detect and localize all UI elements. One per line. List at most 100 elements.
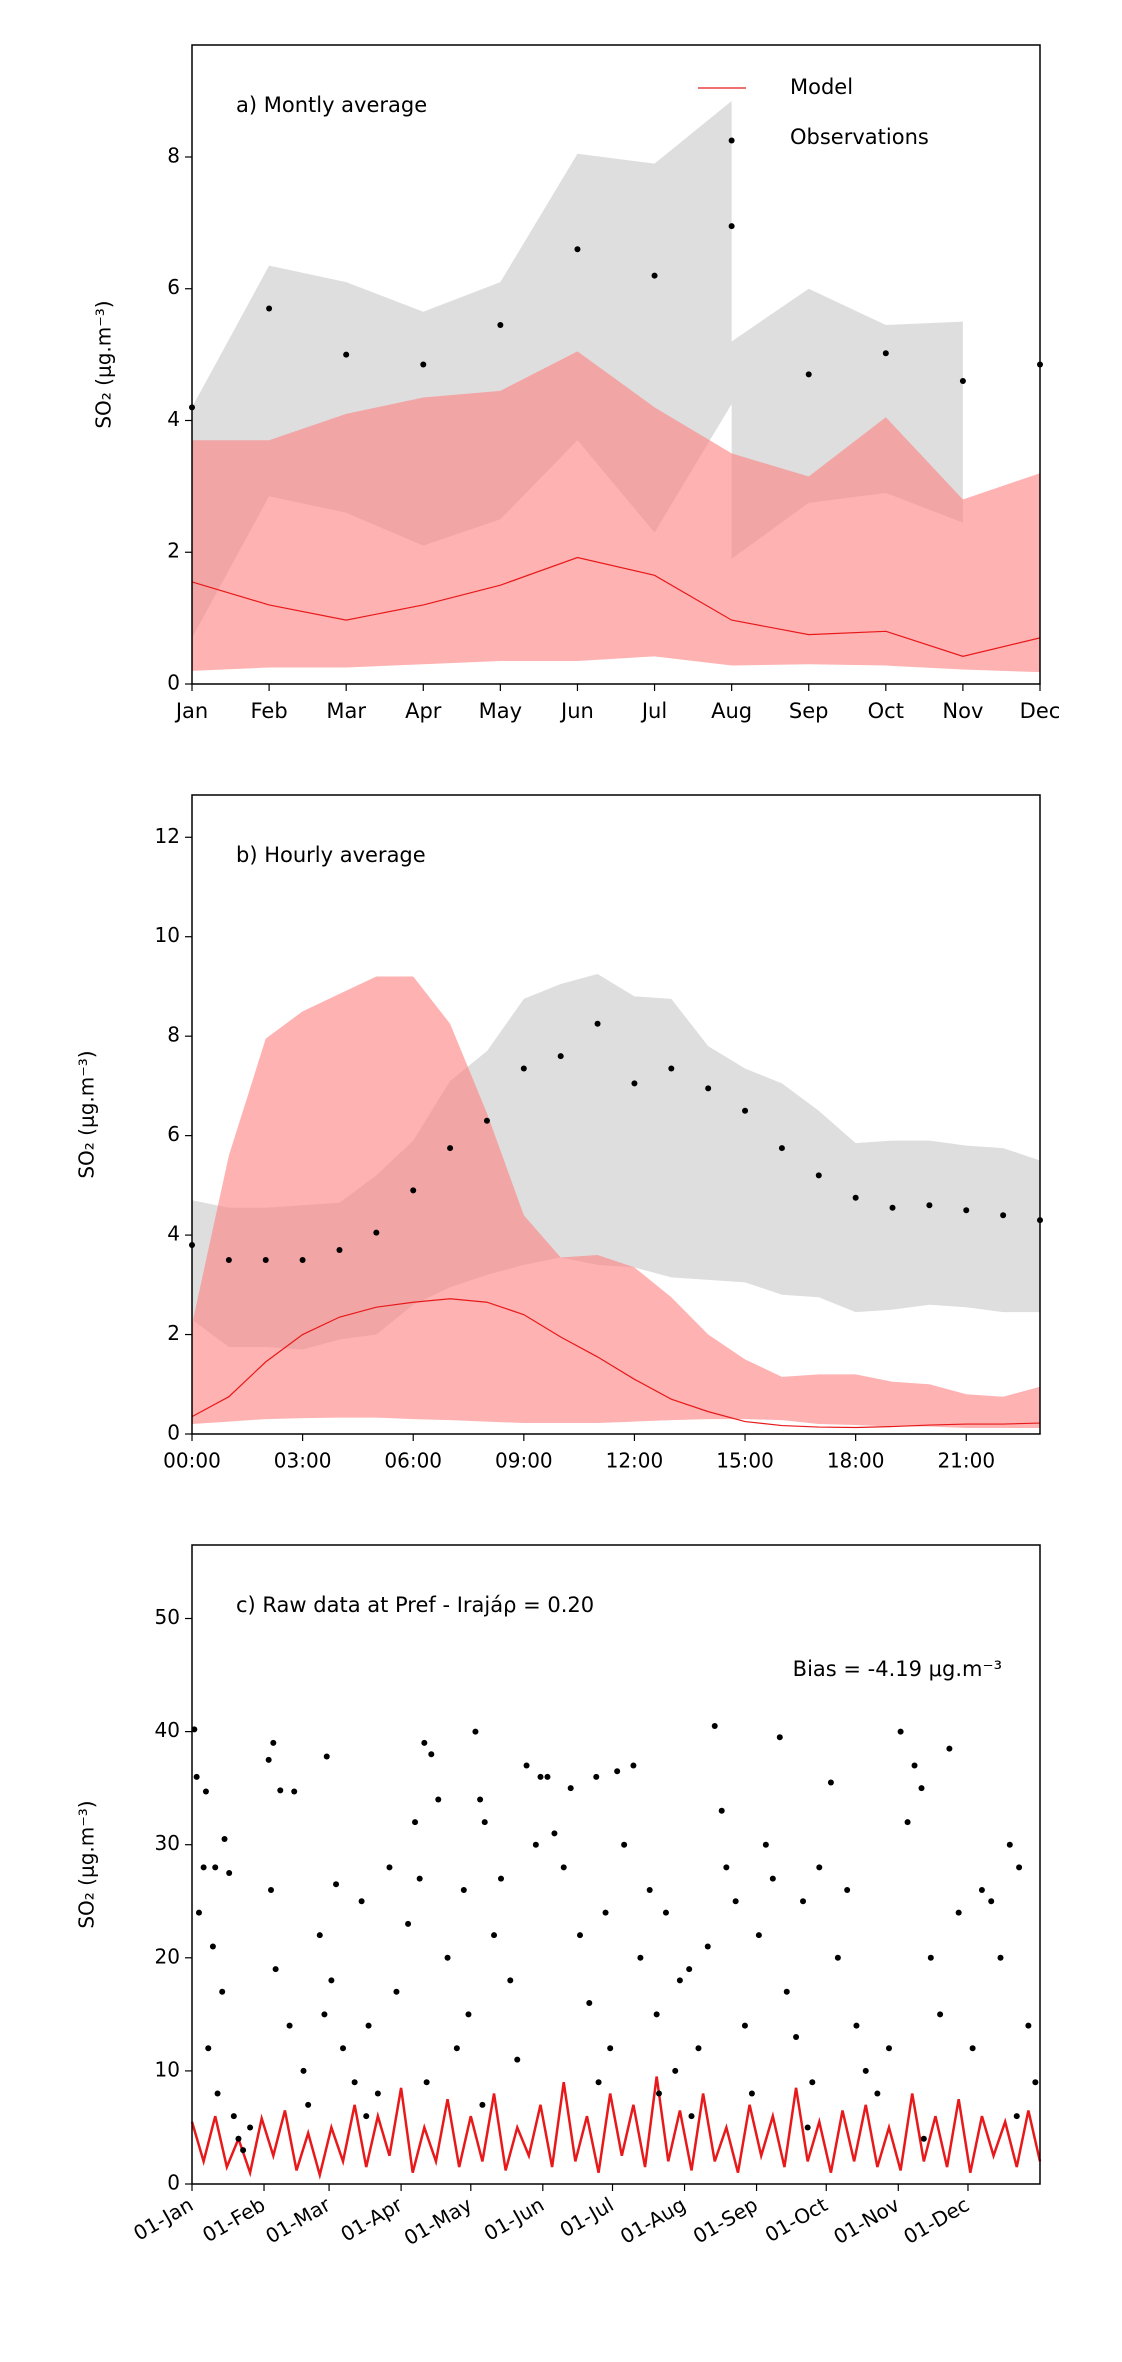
observation-point <box>672 2067 679 2074</box>
observation-point <box>333 1881 340 1888</box>
observation-point <box>874 2090 881 2097</box>
observation-point <box>711 1722 718 1729</box>
observation-point <box>247 2124 254 2131</box>
observation-point <box>646 1886 653 1893</box>
observation-point <box>728 137 735 144</box>
observation-point <box>286 2022 293 2029</box>
observation-point <box>497 1875 504 1882</box>
observation-point <box>416 1875 423 1882</box>
observation-point <box>920 2135 927 2142</box>
observation-point <box>574 246 581 253</box>
observation-point <box>853 2022 860 2029</box>
observation-point <box>423 2079 430 2086</box>
y-axis-label: SO₂ (μg.m⁻³) <box>75 1050 99 1178</box>
x-tick-label: 01-Nov <box>829 2192 903 2249</box>
y-tick-label: 12 <box>155 824 180 848</box>
y-tick-label: 10 <box>155 923 180 947</box>
observation-point <box>363 2113 370 2120</box>
observation-point <box>567 1785 574 1792</box>
observation-point <box>195 1909 202 1916</box>
x-tick-label: 06:00 <box>384 1449 442 1473</box>
observation-point <box>219 1988 226 1995</box>
y-tick-label: 50 <box>155 1605 180 1629</box>
observation-point <box>472 1728 479 1735</box>
observation-point <box>959 377 966 384</box>
observation-point <box>374 2090 381 2097</box>
observation-point <box>373 1229 380 1236</box>
observation-point <box>676 1977 683 1984</box>
observation-point <box>483 1117 490 1124</box>
x-tick-label: Sep <box>789 699 829 723</box>
panel: 0 2 4 6 8 Jan Feb Mar Apr May Jun Jul Aug Sep Oct Nov De… <box>92 44 1060 723</box>
observation-point <box>351 2079 358 2086</box>
observation-point <box>728 223 735 230</box>
observation-point <box>428 1751 435 1758</box>
panel-title: a) Montly average <box>236 93 427 117</box>
observation-point <box>963 1207 970 1214</box>
observation-point <box>240 2147 247 2154</box>
band <box>192 976 1040 1429</box>
observation-point <box>594 1020 601 1027</box>
observation-point <box>918 1785 925 1792</box>
observation-point <box>551 1830 558 1837</box>
observation-point <box>205 2045 212 2052</box>
x-tick-label: Oct <box>868 699 904 723</box>
observation-point <box>926 1202 933 1209</box>
y-tick-label: 4 <box>167 407 180 431</box>
observation-point <box>291 1788 298 1795</box>
x-tick-label: 18:00 <box>827 1449 885 1473</box>
observation-point <box>723 1864 730 1871</box>
x-tick-label: 01-Oct <box>761 2192 832 2247</box>
y-tick-label: 6 <box>167 275 180 299</box>
observation-point <box>688 2113 695 2120</box>
observation-point <box>718 1807 725 1814</box>
observation-point <box>602 1909 609 1916</box>
observation-point <box>267 1886 274 1893</box>
x-tick-label: May <box>479 699 522 723</box>
x-tick-label: 01-May <box>400 2192 476 2250</box>
observation-point <box>321 2011 328 2018</box>
x-tick-label: 12:00 <box>606 1449 664 1473</box>
observation-point <box>651 272 658 279</box>
observation-point <box>514 2056 521 2063</box>
x-tick-label: 01-Jun <box>480 2192 548 2245</box>
y-tick-label: 6 <box>167 1122 180 1146</box>
observation-point <box>305 2101 312 2108</box>
observation-point <box>405 1920 412 1927</box>
observation-point <box>804 2124 811 2131</box>
axes-frame <box>191 44 1041 685</box>
observation-point <box>631 1080 638 1087</box>
y-tick-label: 2 <box>167 539 180 563</box>
observation-point <box>1032 2079 1039 2086</box>
y-tick-label: 2 <box>167 1321 180 1345</box>
observation-point <box>1013 2113 1020 2120</box>
observation-point <box>520 1065 527 1072</box>
y-tick-label: 4 <box>167 1222 180 1246</box>
legend-label: Model <box>790 75 853 99</box>
observation-point <box>809 2079 816 2086</box>
observation-point <box>607 2045 614 2052</box>
observation-point <box>191 1726 198 1733</box>
observation-point <box>668 1065 675 1072</box>
observation-point <box>586 2000 593 2007</box>
observation-point <box>805 371 812 378</box>
axes-frame <box>191 794 1041 1435</box>
observation-point <box>937 2011 944 2018</box>
x-tick-label: Jan <box>174 699 208 723</box>
axes-frame <box>191 1544 1041 2185</box>
observation-point <box>340 2045 347 2052</box>
observation-point <box>421 1739 428 1746</box>
observation-point <box>262 1256 269 1263</box>
observation-point <box>420 361 427 368</box>
y-tick-label: 8 <box>167 143 180 167</box>
x-tick-label: 03:00 <box>274 1449 332 1473</box>
observation-point <box>778 1145 785 1152</box>
y-tick-label: 0 <box>167 2171 180 2195</box>
observation-point <box>444 1954 451 1961</box>
observation-point <box>230 2113 237 2120</box>
x-tick-label: 09:00 <box>495 1449 553 1473</box>
x-tick-label: 01-Apr <box>336 2192 407 2247</box>
x-tick-label: 01-Feb <box>198 2192 269 2247</box>
